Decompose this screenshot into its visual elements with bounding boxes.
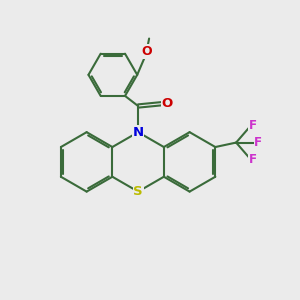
Text: F: F	[248, 119, 256, 132]
Text: O: O	[141, 45, 152, 58]
Text: O: O	[161, 97, 172, 110]
Text: F: F	[248, 153, 256, 166]
Text: S: S	[133, 185, 143, 198]
Text: N: N	[133, 126, 144, 139]
Text: F: F	[254, 136, 262, 149]
